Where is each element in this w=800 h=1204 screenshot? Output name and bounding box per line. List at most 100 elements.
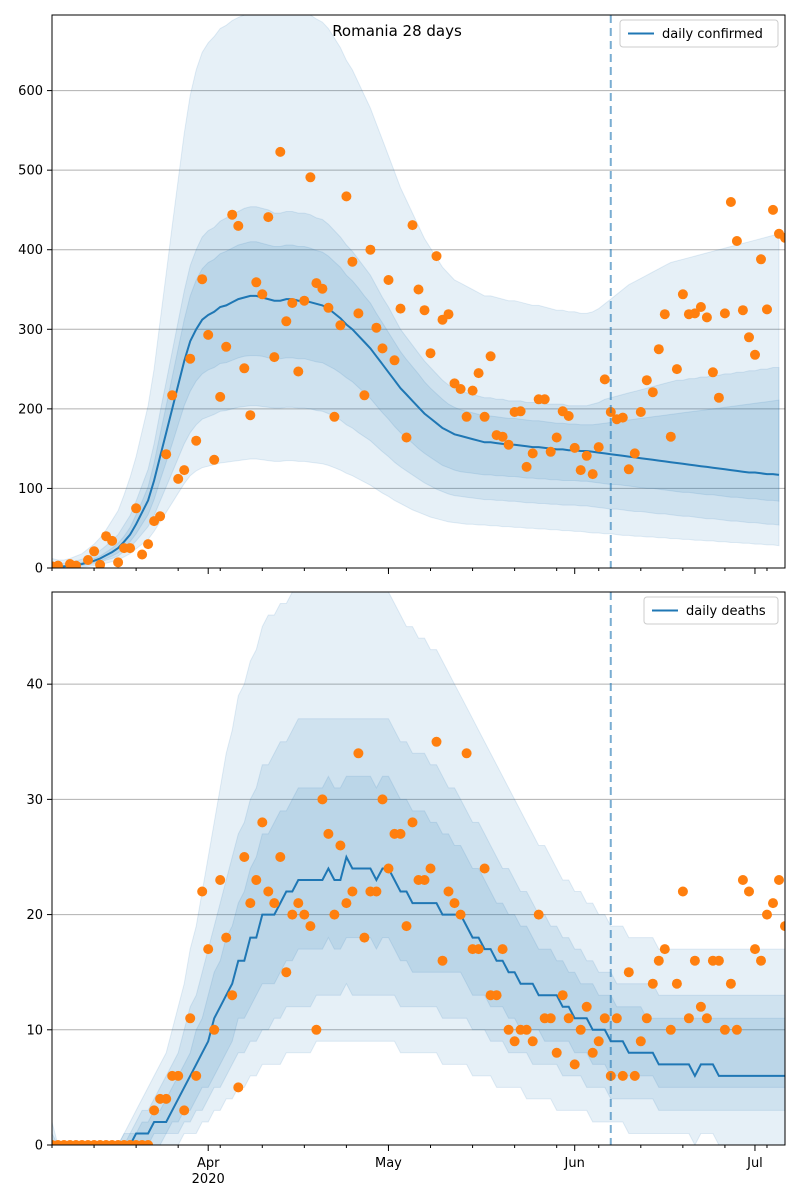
observed-point: [185, 353, 196, 364]
observed-point: [383, 863, 394, 874]
observed-point: [257, 289, 268, 300]
observed-point: [569, 1059, 580, 1070]
y-tick-label: 0: [35, 562, 43, 577]
observed-point: [149, 1105, 160, 1116]
observed-point: [335, 840, 346, 851]
observed-point: [323, 828, 334, 839]
observed-point: [167, 390, 178, 401]
observed-point: [461, 748, 472, 759]
observed-point: [203, 329, 214, 340]
chart-title: Romania 28 days: [332, 22, 462, 40]
observed-point: [347, 256, 358, 267]
observed-point: [545, 446, 556, 457]
axes-frame: [51, 14, 786, 569]
observed-point: [479, 411, 490, 422]
observed-point: [774, 875, 784, 885]
observed-point: [581, 1001, 592, 1012]
observed-point: [233, 220, 244, 231]
observed-point: [251, 875, 262, 885]
observed-point: [239, 852, 250, 862]
y-tick-label: 500: [18, 164, 43, 179]
observed-point: [768, 204, 778, 215]
observed-point: [701, 312, 712, 323]
observed-point: [744, 332, 754, 343]
observed-point: [731, 1024, 742, 1035]
observed-point: [407, 817, 418, 828]
y-tick-label: 300: [18, 323, 43, 338]
observed-point: [725, 197, 736, 207]
x-tick-label: May: [375, 1156, 402, 1171]
observed-point: [671, 978, 682, 989]
observed-point: [443, 309, 454, 320]
observed-point: [737, 305, 748, 316]
observed-point: [83, 555, 93, 565]
observed-point: [503, 439, 514, 450]
observed-point: [551, 432, 562, 443]
confirmed-chart: 0 100 200 300 400 500 600 daily confirmed: [18, 14, 786, 577]
observed-point: [563, 1013, 574, 1024]
observed-point: [461, 411, 472, 422]
observed-point: [413, 284, 424, 295]
observed-point: [209, 454, 220, 465]
observed-point: [449, 898, 460, 909]
observed-point: [641, 375, 652, 386]
observed-point: [197, 274, 208, 285]
observed-point: [275, 146, 286, 157]
observed-point: [125, 543, 136, 554]
observed-point: [305, 921, 316, 932]
observed-point: [581, 450, 592, 461]
y-tick-label: 600: [18, 84, 43, 99]
observed-point: [641, 1013, 652, 1024]
observed-point: [569, 442, 580, 453]
observed-point: [593, 442, 604, 453]
observed-point: [341, 898, 352, 909]
y-tick-label: 10: [26, 1023, 43, 1038]
observed-point: [161, 1093, 172, 1104]
observed-point: [371, 322, 382, 333]
observed-point: [599, 1013, 610, 1024]
observed-point: [497, 431, 508, 442]
observed-point: [515, 406, 526, 417]
observed-point: [437, 955, 448, 966]
uncertainty-band-1: [52, 592, 785, 1145]
legend-label: daily deaths: [686, 604, 766, 619]
observed-point: [473, 944, 484, 955]
observed-point: [245, 898, 256, 909]
observed-point: [185, 1013, 196, 1024]
observed-point: [617, 412, 628, 423]
observed-point: [509, 1036, 520, 1047]
y-tick-label: 30: [26, 793, 43, 808]
observed-point: [221, 932, 232, 943]
observed-point: [689, 955, 700, 966]
observed-point: [401, 921, 412, 932]
observed-point: [383, 275, 394, 285]
observed-point: [143, 539, 154, 550]
observed-point: [329, 909, 340, 920]
observed-point: [479, 863, 490, 874]
observed-point: [425, 863, 436, 874]
observed-point: [599, 374, 610, 385]
observed-point: [347, 886, 358, 897]
observed-point: [587, 1047, 598, 1058]
observed-point: [635, 407, 646, 417]
observed-point: [365, 244, 376, 255]
observed-point: [653, 344, 664, 355]
observed-point: [353, 748, 364, 759]
observed-point: [629, 1070, 640, 1081]
observed-point: [665, 1024, 676, 1035]
axes-frame: [51, 591, 786, 1146]
observed-point: [281, 967, 292, 978]
observed-point: [671, 364, 682, 375]
observed-point: [371, 886, 382, 897]
observed-point: [89, 546, 100, 557]
median-line: [52, 854, 785, 1145]
y-tick-label: 400: [18, 243, 43, 258]
observed-point: [443, 886, 454, 897]
observed-point: [215, 391, 226, 402]
observed-point: [756, 955, 766, 966]
y-tick-label: 200: [18, 402, 43, 417]
observed-point: [329, 411, 340, 422]
observed-point: [251, 277, 262, 288]
observed-point: [191, 435, 202, 446]
observed-point: [756, 254, 766, 265]
